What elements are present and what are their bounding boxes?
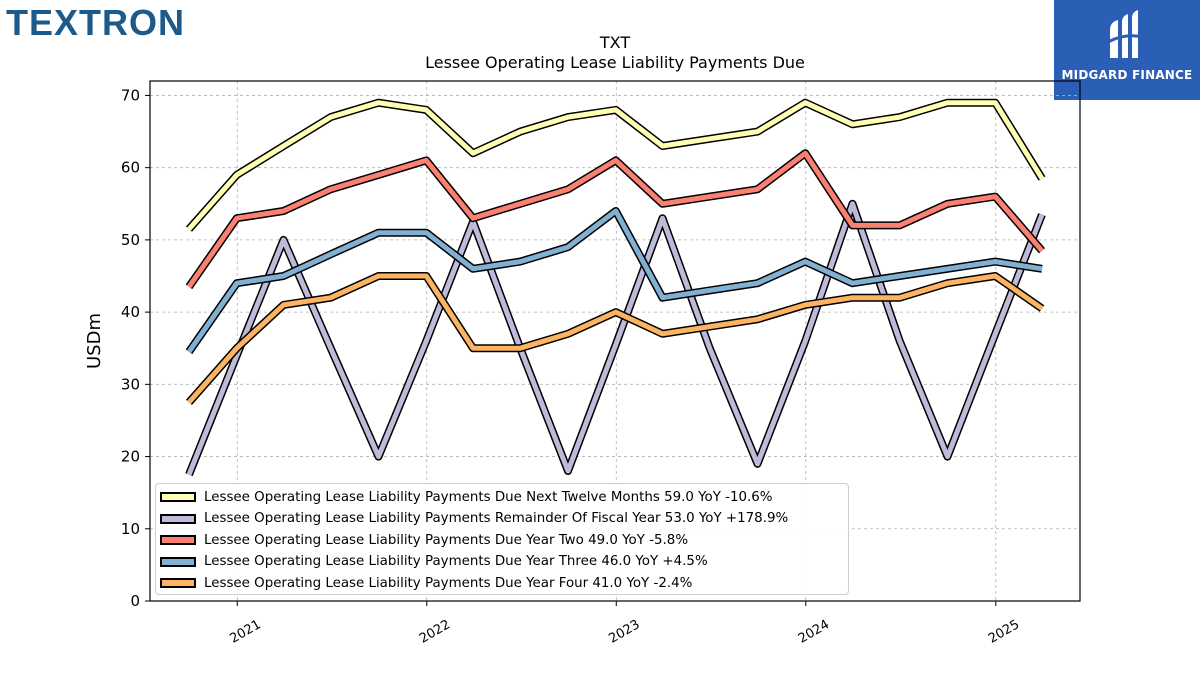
midgard-brand-text: MIDGARD FINANCE [1061,68,1193,82]
legend-label: Lessee Operating Lease Liability Payment… [204,489,773,505]
textron-logo: TEXTRON [6,2,186,43]
x-tick-label: 2021 [227,617,263,647]
y-tick-label: 60 [121,159,140,177]
y-tick-label: 50 [121,231,140,249]
legend-label: Lessee Operating Lease Liability Payment… [204,554,708,569]
series-line [186,208,1043,354]
x-tick-label: 2025 [986,617,1022,647]
legend-swatch [160,513,196,524]
series-2 [185,199,1046,477]
chart-ticker: TXT [599,33,631,52]
series-5 [186,272,1045,406]
x-tick-label: 2023 [606,617,642,647]
y-axis-label: USDm [84,313,105,369]
midgard-mark-icon [1107,10,1147,58]
legend-item: Lessee Operating Lease Liability Payment… [160,530,688,550]
legend-item: Lessee Operating Lease Liability Payment… [160,487,773,507]
legend-swatch [160,535,196,545]
series-line-outline [185,207,1043,355]
legend-swatch [160,492,196,502]
chart-legend: Lessee Operating Lease Liability Payment… [155,483,849,595]
series-4 [185,207,1043,355]
legend-label: Lessee Operating Lease Liability Payment… [204,511,789,526]
series-3 [185,149,1046,290]
series-1 [186,98,1046,232]
legend-label: Lessee Operating Lease Liability Payment… [204,575,693,591]
midgard-finance-logo: MIDGARD FINANCE [1054,0,1200,100]
plot-frame [149,80,1081,602]
legend-swatch [160,556,196,567]
legend-item: Lessee Operating Lease Liability Payment… [160,552,708,572]
y-tick-label: 0 [130,592,140,610]
x-tick-label: 2022 [417,617,453,647]
series-line [186,201,1045,476]
series-line [186,150,1044,289]
x-tick-label: 2024 [796,617,832,647]
legend-item: Lessee Operating Lease Liability Payment… [160,509,788,529]
legend-label: Lessee Operating Lease Liability Payment… [204,532,689,548]
y-tick-label: 20 [121,448,140,466]
y-tick-label: 40 [121,303,140,321]
legend-item: Lessee Operating Lease Liability Payment… [160,573,692,593]
legend-swatch [160,578,196,588]
chart-title: Lessee Operating Lease Liability Payment… [425,53,805,72]
y-tick-label: 30 [121,375,140,393]
y-tick-label: 10 [121,520,140,538]
y-tick-label: 70 [121,86,140,104]
